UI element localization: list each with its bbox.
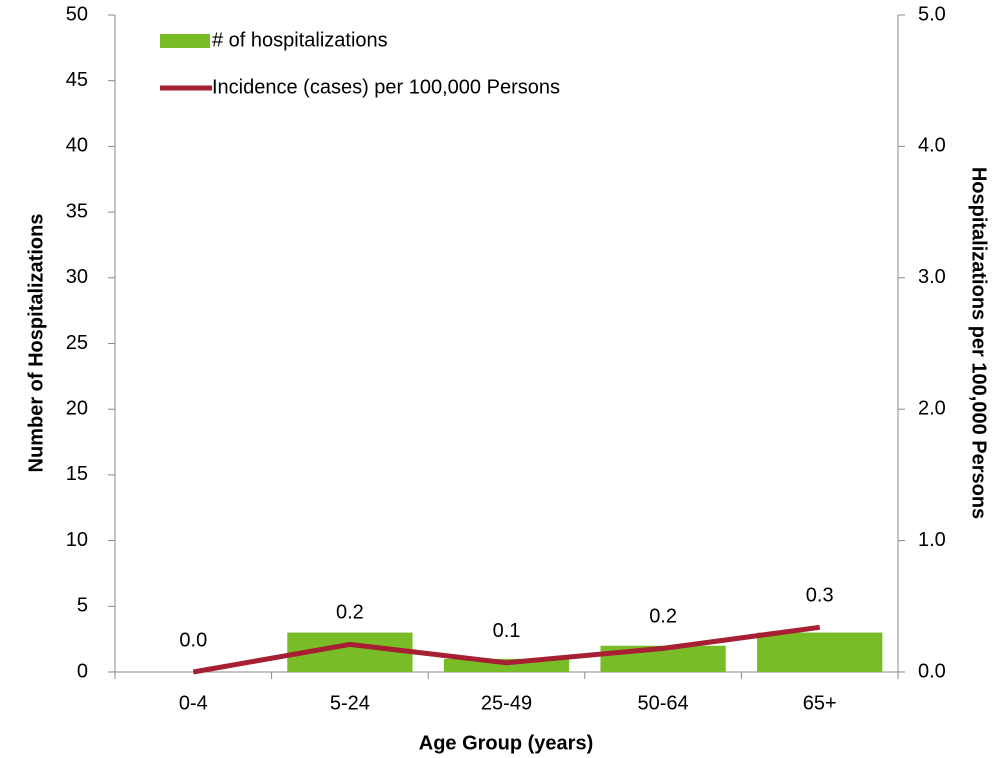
y-tick-label: 50 [66, 3, 88, 25]
data-label: 0.0 [179, 629, 207, 651]
legend-label: Incidence (cases) per 100,000 Persons [212, 76, 560, 98]
y2-tick-label: 5.0 [918, 3, 946, 25]
y-tick-label: 30 [66, 266, 88, 288]
y-tick-label: 45 [66, 69, 88, 91]
data-label: 0.2 [336, 602, 364, 624]
y-tick-label: 35 [66, 200, 88, 222]
data-label: 0.2 [649, 606, 677, 628]
y-tick-label: 40 [66, 135, 88, 157]
y-tick-label: 0 [77, 660, 88, 682]
x-tick-label: 0-4 [179, 692, 208, 714]
y2-axis-title: Hospitalizations per 100,000 Persons [968, 167, 990, 519]
y-axis-title: Number of Hospitalizations [25, 214, 47, 473]
x-tick-label: 25-49 [481, 692, 532, 714]
bar [757, 632, 883, 672]
y-tick-label: 5 [77, 595, 88, 617]
x-tick-label: 50-64 [638, 692, 689, 714]
y2-tick-label: 4.0 [918, 135, 946, 157]
y2-tick-label: 3.0 [918, 266, 946, 288]
y2-tick-label: 0.0 [918, 660, 946, 682]
x-axis-title: Age Group (years) [419, 732, 593, 754]
line [192, 624, 821, 675]
data-label: 0.3 [806, 585, 834, 607]
y2-tick-label: 1.0 [918, 529, 946, 551]
y-tick-label: 10 [66, 529, 88, 551]
y-tick-label: 15 [66, 463, 88, 485]
y2-tick-label: 2.0 [918, 397, 946, 419]
x-tick-label: 65+ [803, 692, 837, 714]
x-tick-label: 5-24 [330, 692, 370, 714]
data-label: 0.1 [493, 620, 521, 642]
y-tick-label: 20 [66, 397, 88, 419]
y-tick-label: 25 [66, 332, 88, 354]
legend-label: # of hospitalizations [212, 29, 388, 51]
legend-swatch [160, 34, 210, 48]
